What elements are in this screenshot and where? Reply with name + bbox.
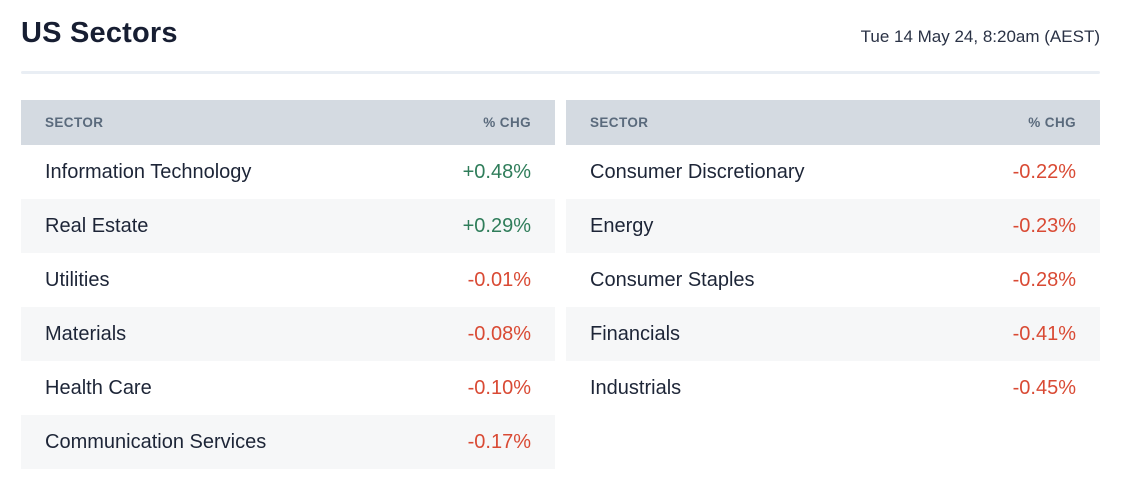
row-change: -0.17% (467, 430, 531, 453)
table-body: Information Technology +0.48% Real Estat… (21, 145, 555, 469)
sector-name: Communication Services (45, 430, 267, 453)
table-row: Health Care -0.10% (21, 361, 555, 415)
sector-name: Consumer Staples (590, 268, 755, 291)
column-header-chg: % CHG (483, 115, 531, 130)
table-row: Financials -0.41% (566, 307, 1100, 361)
timestamp: Tue 14 May 24, 8:20am (AEST) (860, 27, 1100, 46)
table-row: Materials -0.08% (21, 307, 555, 361)
sector-table-left: SECTOR % CHG Information Technology +0.4… (21, 100, 555, 469)
row-change: -0.10% (467, 376, 531, 399)
sector-name: Financials (590, 322, 681, 345)
table-row: Energy -0.23% (566, 199, 1100, 253)
sector-name: Industrials (590, 376, 682, 399)
row-change: -0.23% (1012, 214, 1076, 237)
sector-name: Utilities (45, 268, 110, 291)
table-row: Communication Services -0.17% (21, 415, 555, 469)
table-row: Information Technology +0.48% (21, 145, 555, 199)
header-bar: US Sectors Tue 14 May 24, 8:20am (AEST) (21, 17, 1100, 50)
row-change: -0.01% (467, 268, 531, 291)
row-change: -0.41% (1012, 322, 1076, 345)
column-header-sector: SECTOR (590, 115, 649, 130)
table-row: Consumer Staples -0.28% (566, 253, 1100, 307)
table-header: SECTOR % CHG (21, 100, 555, 145)
header-divider (21, 71, 1100, 74)
sector-name: Health Care (45, 376, 152, 399)
sector-name: Energy (590, 214, 654, 237)
table-body: Consumer Discretionary -0.22% Energy -0.… (566, 145, 1100, 415)
page-title: US Sectors (21, 17, 178, 49)
sector-name: Real Estate (45, 214, 149, 237)
column-header-sector: SECTOR (45, 115, 104, 130)
row-change: +0.48% (462, 160, 531, 183)
sector-table-right: SECTOR % CHG Consumer Discretionary -0.2… (566, 100, 1100, 469)
sector-name: Materials (45, 322, 127, 345)
sector-name: Information Technology (45, 160, 252, 183)
sector-name: Consumer Discretionary (590, 160, 805, 183)
table-header: SECTOR % CHG (566, 100, 1100, 145)
table-row: Consumer Discretionary -0.22% (566, 145, 1100, 199)
us-sectors-widget: US Sectors Tue 14 May 24, 8:20am (AEST) … (21, 17, 1100, 469)
sector-tables: SECTOR % CHG Information Technology +0.4… (21, 100, 1100, 469)
table-row: Real Estate +0.29% (21, 199, 555, 253)
row-change: -0.22% (1012, 160, 1076, 183)
column-header-chg: % CHG (1028, 115, 1076, 130)
table-row: Utilities -0.01% (21, 253, 555, 307)
row-change: -0.45% (1012, 376, 1076, 399)
row-change: -0.28% (1012, 268, 1076, 291)
row-change: -0.08% (467, 322, 531, 345)
row-change: +0.29% (462, 214, 531, 237)
table-row: Industrials -0.45% (566, 361, 1100, 415)
